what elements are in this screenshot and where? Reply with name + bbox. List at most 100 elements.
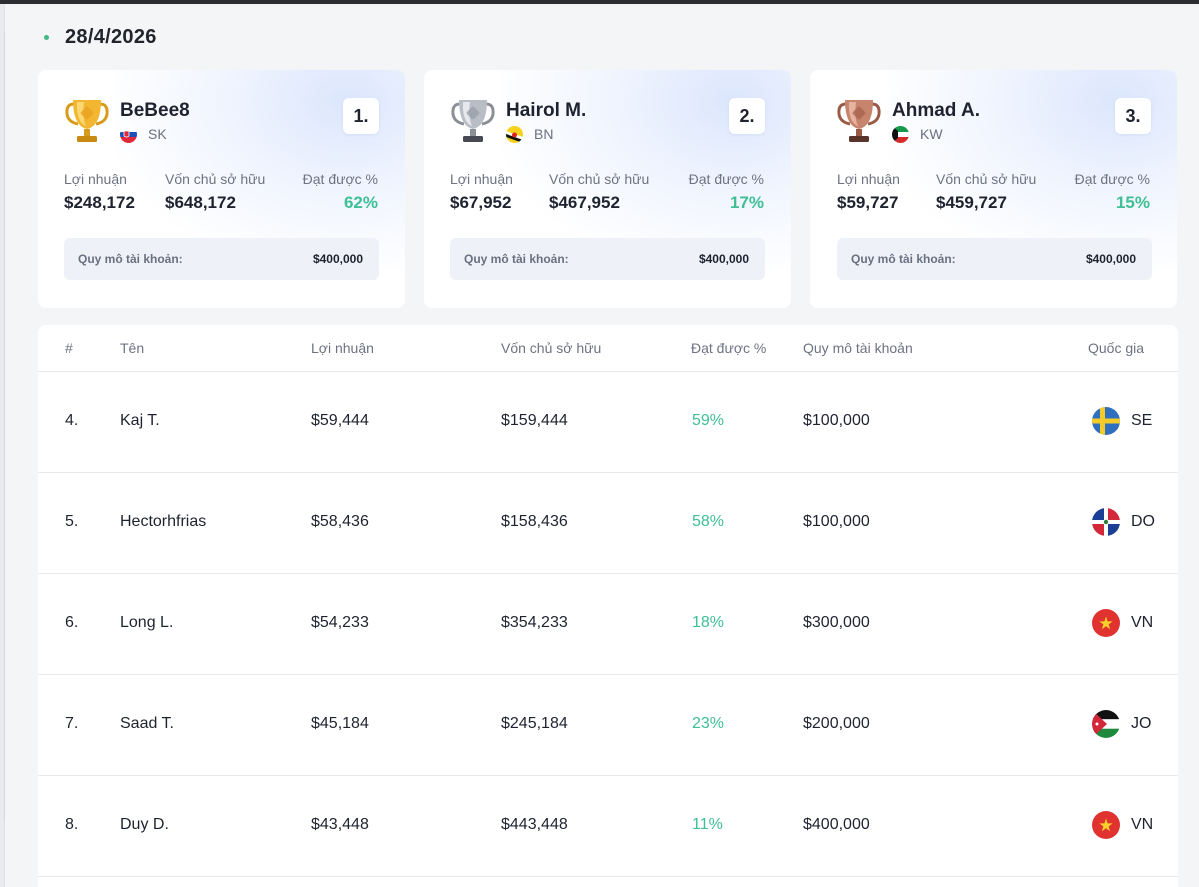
row-name: Long L. (120, 614, 174, 631)
row-gain: 58% (692, 513, 725, 530)
header-rank: # (65, 340, 73, 356)
equity-label: Vốn chủ sở hữu (549, 171, 650, 187)
table-row: 4. Kaj T. $59,444 $159,444 59% $100,000 … (38, 372, 1178, 473)
account-size-label: Quy mô tài khoản: (851, 252, 956, 266)
header-name: Tên (120, 340, 145, 356)
row-gain: 11% (692, 816, 723, 833)
table-row: 6. Long L. $54,233 $354,233 18% $300,000… (38, 574, 1178, 675)
profit-label: Lợi nhuận (837, 171, 900, 187)
account-size-box: Quy mô tài khoản: $400,000 (837, 238, 1152, 280)
row-name: Kaj T. (120, 412, 160, 429)
rank-badge: 3. (1115, 98, 1151, 134)
row-country: DO (1131, 513, 1155, 530)
table-row: 5. Hectorhfrias $58,436 $158,436 58% $10… (38, 473, 1178, 574)
gold-trophy-icon (65, 100, 109, 142)
top-card-3: Ahmad A. KW 3. Lợi nhuận Vốn chủ sở hữu … (810, 70, 1177, 308)
equity-label: Vốn chủ sở hữu (165, 171, 266, 187)
row-country: JO (1131, 715, 1152, 732)
row-rank: 7. (65, 715, 79, 732)
row-profit: $54,233 (311, 614, 369, 631)
account-size-label: Quy mô tài khoản: (464, 252, 569, 266)
row-equity: $354,233 (501, 614, 568, 631)
row-rank: 8. (65, 816, 79, 833)
row-account-size: $300,000 (803, 614, 870, 631)
table-header: # Tên Lợi nhuận Vốn chủ sở hữu Đạt được … (38, 325, 1178, 372)
gain-label: Đạt được % (688, 171, 764, 187)
row-name: Duy D. (120, 816, 169, 833)
flag-sk-icon (120, 126, 137, 143)
header-country: Quốc gia (1088, 340, 1145, 356)
flag-se-icon (1092, 407, 1120, 435)
account-size-label: Quy mô tài khoản: (78, 252, 183, 266)
top-bar (0, 0, 1199, 4)
top-card-2: Hairol M. BN 2. Lợi nhuận Vốn chủ sở hữu… (424, 70, 791, 308)
row-profit: $43,448 (311, 816, 369, 833)
profit-value: $67,952 (450, 193, 512, 212)
row-rank: 6. (65, 614, 79, 631)
row-equity: $159,444 (501, 412, 568, 429)
profit-value: $59,727 (837, 193, 899, 212)
header-gain: Đạt được % (691, 340, 767, 356)
profit-value: $248,172 (64, 193, 135, 212)
row-country: SE (1131, 412, 1153, 429)
header-account-size: Quy mô tài khoản (803, 340, 913, 356)
row-country: VN (1131, 816, 1154, 833)
row-equity: $158,436 (501, 513, 568, 530)
equity-value: $467,952 (549, 193, 620, 212)
country-code: BN (534, 126, 554, 142)
rank-badge: 2. (729, 98, 765, 134)
account-size-value: $400,000 (312, 252, 363, 266)
country-code: KW (920, 126, 943, 142)
flag-vn-icon (1092, 609, 1120, 637)
flag-do-icon (1092, 508, 1120, 536)
gain-value: 62% (343, 193, 378, 212)
gain-value: 17% (729, 193, 764, 212)
date-title: 28/4/2026 (65, 25, 157, 48)
header-equity: Vốn chủ sở hữu (501, 340, 602, 356)
row-profit: $45,184 (311, 715, 369, 732)
gain-label: Đạt được % (1074, 171, 1150, 187)
flag-bn-icon (506, 126, 523, 143)
flag-kw-icon (892, 126, 909, 143)
account-size-value: $400,000 (1085, 252, 1136, 266)
header-profit: Lợi nhuận (311, 340, 374, 356)
top-card-1: BeBee8 SK 1. Lợi nhuận Vốn chủ sở hữu Đạ… (38, 70, 405, 308)
row-gain: 23% (692, 715, 725, 732)
leaderboard-table: # Tên Lợi nhuận Vốn chủ sở hữu Đạt được … (38, 325, 1178, 887)
row-account-size: $200,000 (803, 715, 870, 732)
bronze-trophy-icon (837, 100, 881, 142)
row-rank: 5. (65, 513, 79, 530)
row-profit: $59,444 (311, 412, 369, 429)
trader-name: Hairol M. (506, 100, 587, 121)
row-rank: 4. (65, 412, 79, 429)
date-dot-icon (44, 34, 49, 40)
row-country: VN (1131, 614, 1154, 631)
flag-jo-icon (1092, 710, 1120, 738)
row-account-size: $100,000 (803, 412, 870, 429)
silver-trophy-icon (451, 100, 495, 142)
equity-value: $648,172 (165, 193, 236, 212)
row-gain: 59% (692, 412, 725, 429)
trader-name: BeBee8 (120, 100, 190, 121)
row-equity: $443,448 (501, 816, 568, 833)
row-name: Hectorhfrias (120, 513, 207, 530)
account-size-box: Quy mô tài khoản: $400,000 (450, 238, 765, 280)
row-account-size: $400,000 (803, 816, 870, 833)
row-equity: $245,184 (501, 715, 568, 732)
table-row: 8. Duy D. $43,448 $443,448 11% $400,000 … (38, 776, 1178, 877)
profit-label: Lợi nhuận (64, 171, 127, 187)
flag-vn-icon (1092, 811, 1120, 839)
profit-label: Lợi nhuận (450, 171, 513, 187)
table-row: 7. Saad T. $45,184 $245,184 23% $200,000… (38, 675, 1178, 776)
gain-label: Đạt được % (302, 171, 378, 187)
rank-badge: 1. (343, 98, 379, 134)
country-code: SK (148, 126, 167, 142)
row-profit: $58,436 (311, 513, 369, 530)
equity-label: Vốn chủ sở hữu (936, 171, 1037, 187)
row-name: Saad T. (120, 715, 174, 732)
date-header: 28/4/2026 (44, 24, 157, 50)
row-gain: 18% (692, 614, 725, 631)
gain-value: 15% (1115, 193, 1150, 212)
trader-name: Ahmad A. (892, 100, 980, 121)
account-size-box: Quy mô tài khoản: $400,000 (64, 238, 379, 280)
